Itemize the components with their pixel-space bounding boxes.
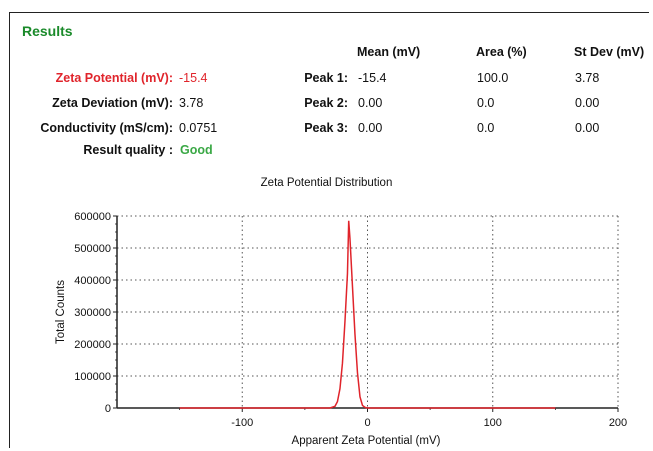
peak-2-mean: 0.00 (358, 96, 383, 110)
peak-2-area: 0.0 (477, 96, 495, 110)
conductivity-value: 0.0751 (179, 121, 218, 135)
peak-2-label: Peak 2: (304, 96, 348, 110)
peak-1-area: 100.0 (477, 71, 509, 85)
peak-3-mean: 0.00 (358, 121, 383, 135)
peak-3-stdev: 0.00 (575, 121, 600, 135)
zeta-potential-label: Zeta Potential (mV): (55, 71, 173, 85)
peak-1-stdev: 3.78 (575, 71, 600, 85)
chart-title: Zeta Potential Distribution (260, 177, 393, 189)
peak-3-label: Peak 3: (304, 121, 348, 135)
peak-2-stdev: 0.00 (575, 96, 600, 110)
peak-1-label: Peak 1: (304, 71, 348, 85)
conductivity-label: Conductivity (mS/cm): (40, 121, 173, 135)
peak-1-mean: -15.4 (358, 71, 387, 85)
column-header-area: Area (%) (476, 45, 527, 59)
zeta-deviation-value: 3.78 (179, 96, 204, 110)
peak-3-area: 0.0 (477, 121, 495, 135)
results-heading: Results (22, 23, 73, 39)
result-quality-value: Good (180, 143, 213, 157)
column-header-stdev: St Dev (mV) (574, 45, 645, 59)
zeta-deviation-label: Zeta Deviation (mV): (52, 96, 173, 110)
result-quality-label: Result quality : (83, 143, 173, 157)
results-panel-frame (9, 12, 649, 448)
zeta-potential-value: -15.4 (179, 71, 208, 85)
column-header-mean: Mean (mV) (357, 45, 421, 59)
